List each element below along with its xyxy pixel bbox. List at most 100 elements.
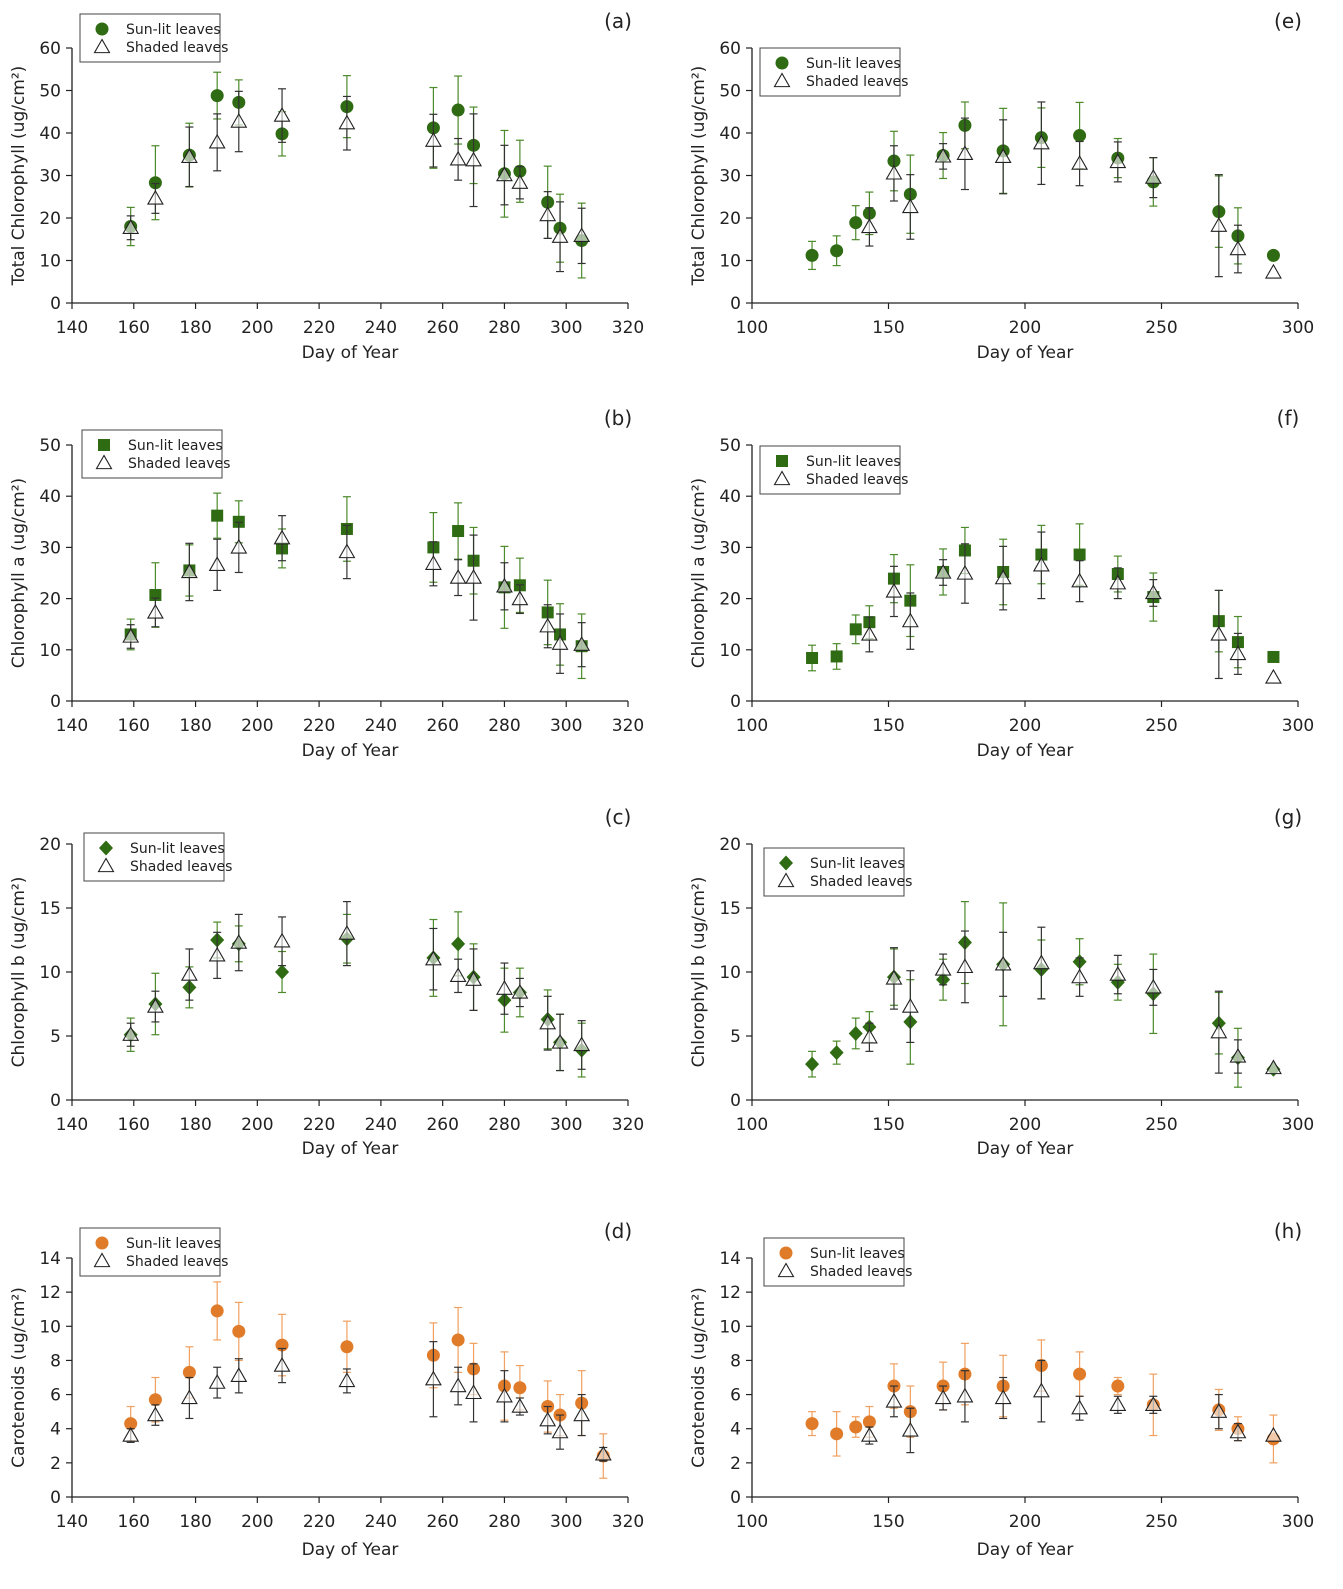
y-tick-label: 20: [719, 835, 741, 855]
series-sunlit: [805, 101, 1280, 271]
y-tick-label: 6: [730, 1386, 741, 1406]
legend-sunlit-marker: [95, 1236, 109, 1250]
panel-label: (f): [1277, 406, 1300, 430]
x-tick-label: 260: [426, 318, 458, 338]
sunlit-point: [1267, 650, 1280, 663]
y-tick-label: 0: [730, 1488, 741, 1508]
y-tick-label: 15: [719, 899, 741, 919]
sunlit-point: [829, 1045, 844, 1061]
shaded-point: [573, 1036, 591, 1052]
sunlit-point: [830, 1427, 844, 1441]
x-tick-label: 300: [1282, 1512, 1314, 1532]
sunlit-point: [849, 1420, 863, 1434]
y-tick-label: 4: [730, 1420, 741, 1440]
shaded-point: [1071, 572, 1089, 588]
y-tick-label: 10: [39, 641, 61, 661]
x-tick-label: 260: [426, 716, 458, 736]
sunlit-point: [830, 244, 844, 258]
shaded-point: [1071, 1399, 1089, 1415]
panel-g: 100 150 200 250 300 0 5 10 15 20 Day of Year Chloro…: [689, 805, 1314, 1159]
shaded-point: [1032, 556, 1050, 572]
legend: Sun-lit leaves Shaded leaves: [759, 445, 908, 495]
shaded-point: [122, 627, 140, 643]
shaded-point: [901, 1421, 919, 1437]
x-tick-label: 150: [872, 1512, 904, 1532]
y-tick-label: 6: [50, 1386, 61, 1406]
x-tick-label: 140: [56, 1512, 88, 1532]
legend-shaded-marker: [777, 872, 795, 888]
shaded-point: [208, 556, 226, 571]
y-tick-label: 10: [719, 1317, 741, 1337]
y-tick-label: 30: [39, 167, 61, 187]
sunlit-point: [513, 1381, 527, 1395]
sunlit-point: [806, 651, 819, 664]
shaded-point: [465, 568, 483, 584]
x-tick-label: 200: [1009, 1115, 1041, 1135]
x-tick-label: 150: [872, 318, 904, 338]
x-tick-label: 280: [488, 1115, 520, 1135]
shaded-point: [208, 946, 226, 962]
shaded-point: [1109, 1396, 1127, 1411]
sunlit-point: [849, 216, 863, 230]
shaded-point: [573, 227, 591, 243]
shaded-point: [551, 635, 569, 650]
y-axis-label: Carotenoids (ug/cm²): [689, 1287, 709, 1468]
x-tick-label: 200: [1009, 318, 1041, 338]
shaded-point: [539, 1014, 557, 1030]
x-tick-label: 140: [56, 318, 88, 338]
shaded-point: [146, 997, 164, 1013]
x-tick-label: 180: [179, 1512, 211, 1532]
x-tick-label: 200: [241, 1512, 273, 1532]
shaded-point: [146, 189, 164, 205]
shaded-point: [1264, 1426, 1282, 1442]
shaded-point: [424, 950, 442, 966]
series-shaded: [860, 1359, 1282, 1454]
legend: Sun-lit leaves Shaded leaves: [759, 47, 908, 97]
panel-a: 140 160 180 200 220 240 260 280 300 320 0 10 20 30 40 5…: [9, 9, 644, 363]
series-shaded: [122, 515, 591, 674]
panel-b: 140 160 180 200 220 240 260 280 300 320 0 10 20 30 40 5…: [9, 406, 644, 761]
x-tick-label: 280: [488, 1512, 520, 1532]
y-axis-label: Chlorophyll a (ug/cm²): [689, 478, 709, 668]
y-tick-label: 12: [719, 1283, 741, 1303]
x-tick-label: 220: [303, 1512, 335, 1532]
panel-f: 100 150 200 250 300 0 10 20 30 40 50 Day of Year Chl…: [689, 406, 1314, 761]
y-tick-label: 50: [719, 82, 741, 102]
shaded-point: [338, 924, 356, 940]
legend-shaded-label: Shaded leaves: [806, 472, 908, 488]
sunlit-point: [830, 650, 843, 663]
sunlit-point: [862, 1415, 876, 1429]
shaded-point: [901, 198, 919, 214]
legend-sunlit-marker: [775, 56, 789, 70]
legend-box: [763, 847, 905, 897]
x-axis-label: Day of Year: [302, 1139, 399, 1159]
panel-label: (d): [604, 1219, 632, 1243]
legend-sunlit-label: Sun-lit leaves: [810, 856, 905, 872]
shaded-point: [956, 1387, 974, 1403]
x-tick-label: 240: [365, 716, 397, 736]
shaded-point: [885, 1392, 903, 1408]
shaded-point: [449, 967, 467, 983]
x-axis-label: Day of Year: [977, 1540, 1074, 1560]
shaded-point: [495, 577, 513, 593]
y-axis-label: Carotenoids (ug/cm²): [9, 1287, 29, 1468]
legend-sunlit-label: Sun-lit leaves: [806, 454, 901, 470]
y-axis-label: Chlorophyll a (ug/cm²): [9, 478, 29, 668]
shaded-point: [230, 538, 248, 554]
sunlit-point: [232, 1324, 246, 1338]
shaded-point: [860, 625, 878, 641]
series-shaded: [122, 1341, 612, 1462]
shaded-point: [539, 206, 557, 222]
shaded-point: [273, 529, 291, 545]
panel-label: (b): [604, 406, 632, 430]
shaded-point: [551, 228, 569, 243]
legend-shaded-label: Shaded leaves: [806, 74, 908, 90]
y-tick-label: 10: [39, 963, 61, 983]
x-axis-label: Day of Year: [302, 343, 399, 363]
shaded-point: [934, 147, 952, 163]
shaded-point: [449, 150, 467, 166]
x-tick-label: 320: [612, 716, 644, 736]
shaded-point: [208, 1374, 226, 1389]
shaded-point: [1144, 1396, 1162, 1411]
panel-e: 100 150 200 250 300 0 10 20 30 40 50 60 Day of Year T…: [689, 9, 1314, 363]
